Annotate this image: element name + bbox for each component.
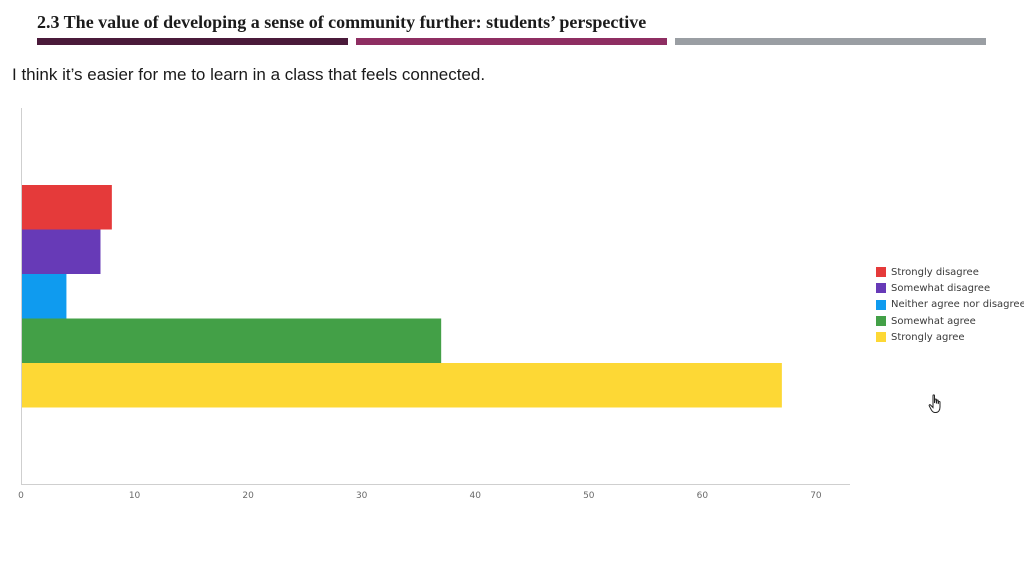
bar-somewhat-agree[interactable]	[22, 318, 442, 364]
legend-label: Neither agree nor disagree	[891, 299, 1024, 311]
bar-group	[22, 185, 782, 408]
slide-title: 2.3 The value of developing a sense of c…	[37, 12, 647, 32]
hand-cursor-icon	[928, 394, 941, 413]
x-tick-group: 0 10 20 30 40 50 60 70	[18, 491, 822, 501]
legend-item-somewhat-disagree[interactable]: Somewhat disagree	[876, 280, 1024, 296]
x-tick-label: 0	[18, 491, 24, 501]
survey-question: I think it’s easier for me to learn in a…	[12, 65, 486, 84]
legend-swatch	[876, 316, 886, 327]
bar-chart: 0 10 20 30 40 50 60 70	[18, 108, 850, 501]
bar-strongly-disagree[interactable]	[22, 185, 112, 230]
legend-label: Strongly agree	[891, 331, 965, 343]
legend-item-somewhat-agree[interactable]: Somewhat agree	[876, 313, 1024, 329]
legend-swatch	[876, 332, 886, 343]
chart-legend: Strongly disagree Somewhat disagree Neit…	[876, 264, 1024, 345]
legend-label: Strongly disagree	[891, 266, 979, 278]
bar-neither-agree-nor-disagree[interactable]	[22, 274, 67, 319]
legend-label: Somewhat disagree	[891, 282, 991, 294]
bar-somewhat-disagree[interactable]	[22, 229, 101, 275]
x-tick-label: 60	[697, 491, 709, 501]
legend-item-neither[interactable]: Neither agree nor disagree	[876, 297, 1024, 313]
x-tick-label: 10	[129, 491, 141, 501]
legend-swatch	[876, 299, 886, 310]
title-accent-bar-2	[356, 38, 667, 45]
x-tick-label: 20	[242, 491, 254, 501]
legend-swatch	[876, 283, 886, 294]
title-accent-bar-1	[37, 38, 348, 45]
legend-swatch	[876, 267, 886, 278]
x-tick-label: 40	[470, 491, 482, 501]
bar-strongly-agree[interactable]	[22, 363, 782, 408]
x-tick-label: 30	[356, 491, 368, 501]
legend-label: Somewhat agree	[891, 315, 976, 327]
legend-item-strongly-disagree[interactable]: Strongly disagree	[876, 264, 1024, 280]
title-accent-bar-3	[675, 38, 986, 45]
x-tick-label: 70	[810, 491, 822, 501]
x-tick-label: 50	[583, 491, 595, 501]
legend-item-strongly-agree[interactable]: Strongly agree	[876, 329, 1024, 345]
